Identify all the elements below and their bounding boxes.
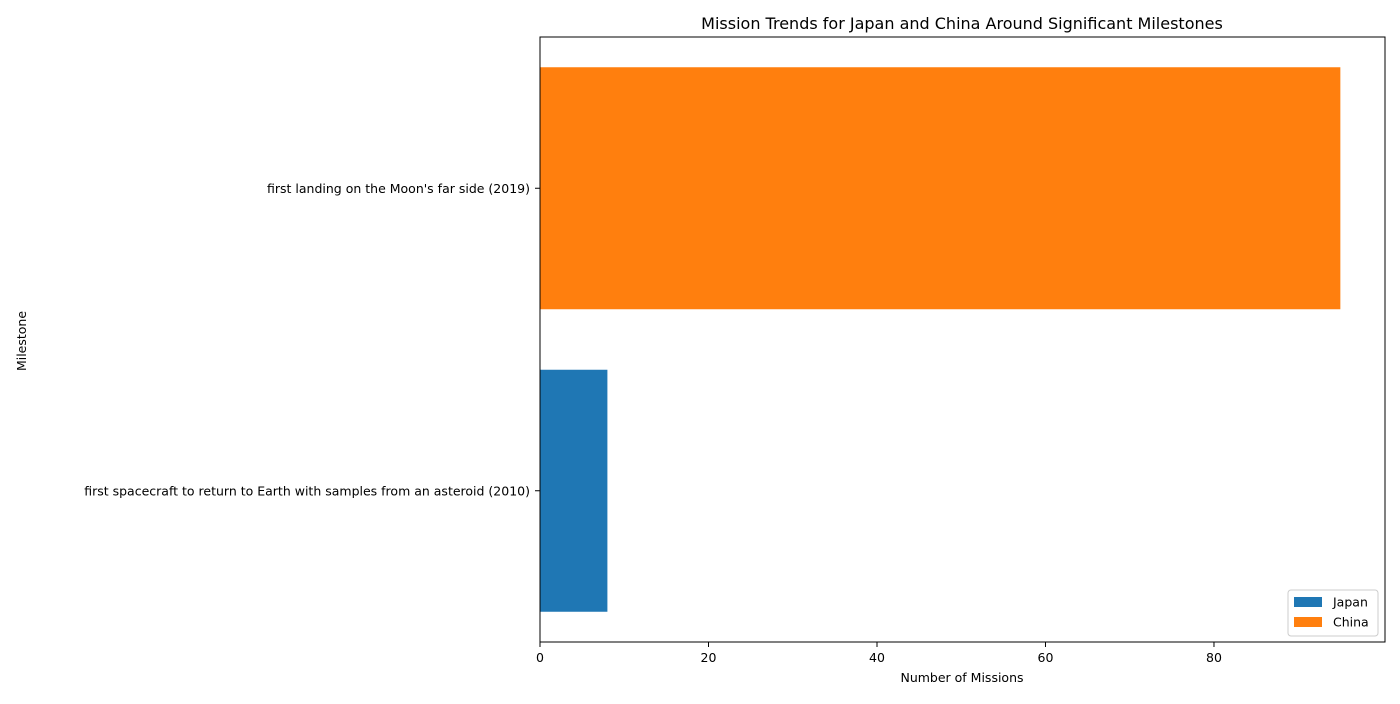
- legend-swatch-china: [1294, 617, 1322, 627]
- x-tick-label: 40: [869, 650, 885, 665]
- plot-area: 0 20 40 60 80 first spacecraft to return to E…: [84, 36, 1386, 665]
- x-tick-label: 20: [701, 650, 717, 665]
- x-tick-label: 80: [1206, 650, 1222, 665]
- x-tick-label: 0: [536, 650, 544, 665]
- bar-japan-0: [540, 369, 608, 612]
- y-tick-label: first landing on the Moon's far side (20…: [267, 181, 530, 196]
- plot-frame: [539, 36, 1386, 643]
- legend-label-china: China: [1333, 615, 1369, 630]
- legend-label-japan: Japan: [1332, 595, 1368, 610]
- y-tick-label: first spacecraft to return to Earth with…: [84, 483, 530, 498]
- y-axis-label: Milestone: [14, 311, 29, 371]
- chart-title: Mission Trends for Japan and China Aroun…: [701, 14, 1223, 33]
- legend-swatch-japan: [1294, 597, 1322, 607]
- x-axis-label: Number of Missions: [900, 670, 1023, 685]
- x-tick-label: 60: [1038, 650, 1054, 665]
- legend: Japan China: [1287, 589, 1379, 637]
- bar-china-1: [540, 67, 1341, 310]
